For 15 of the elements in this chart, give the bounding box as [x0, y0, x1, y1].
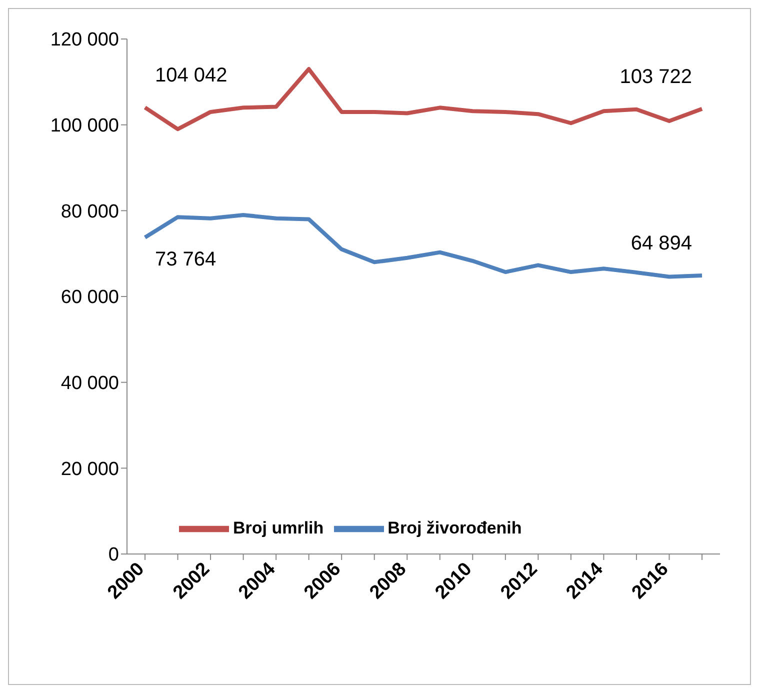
- line-series: [143, 67, 704, 132]
- legend-label: Broj živorođenih: [388, 518, 522, 538]
- y-tick-label: 60 000: [60, 287, 119, 308]
- data-label: 64 894: [630, 232, 692, 254]
- y-tick-label: 0: [108, 544, 119, 566]
- line-series: [143, 212, 704, 279]
- data-label: 104 042: [155, 64, 228, 86]
- y-tick-label: 120 000: [50, 30, 119, 51]
- y-tick-label: 80 000: [60, 201, 119, 222]
- data-label: 73 764: [155, 248, 216, 270]
- legend-label: Broj umrlih: [233, 518, 324, 538]
- y-tick-label: 100 000: [50, 116, 119, 137]
- data-label: 103 722: [620, 66, 692, 88]
- y-tick-label: 40 000: [60, 373, 119, 394]
- y-tick-label: 20 000: [60, 458, 119, 480]
